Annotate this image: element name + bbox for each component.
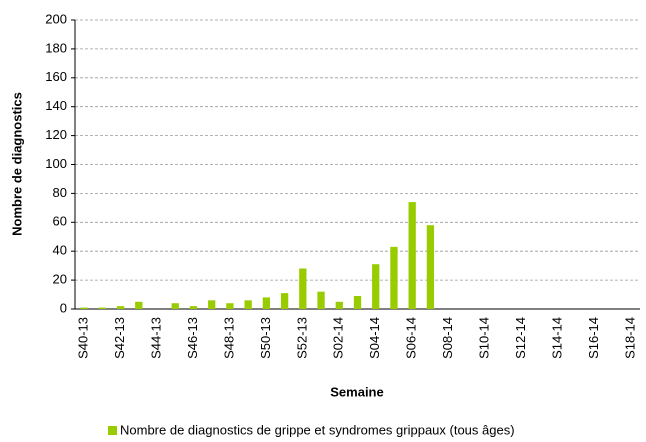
y-tick-label: 160	[45, 69, 67, 84]
y-tick-label: 100	[45, 156, 67, 171]
bar	[189, 306, 198, 309]
bar	[390, 246, 398, 309]
x-tick-label: S40-13	[76, 317, 91, 359]
bar	[280, 293, 289, 309]
x-tick-label: S10-14	[477, 317, 492, 359]
y-tick-label: 140	[45, 98, 67, 113]
bar	[135, 301, 143, 309]
x-tick-label: S08-14	[440, 317, 455, 359]
bar	[353, 295, 362, 309]
y-tick-label: 60	[53, 214, 67, 229]
x-tick-label: S52-13	[294, 317, 309, 359]
legend-swatch	[108, 426, 117, 435]
bar	[335, 301, 343, 309]
y-tick-label: 0	[60, 300, 67, 315]
x-tick-label: S44-13	[148, 317, 163, 359]
bar	[317, 291, 325, 309]
bar	[98, 307, 106, 309]
bar	[408, 202, 416, 309]
bar	[372, 264, 380, 309]
y-tick-label: 200	[45, 11, 67, 26]
x-tick-label: S16-14	[586, 317, 601, 359]
x-axis-title: Semaine	[330, 384, 383, 399]
x-tick-label: S42-13	[112, 317, 127, 359]
bar	[426, 225, 435, 309]
x-tick-label: S02-14	[331, 317, 346, 359]
bar	[171, 303, 179, 309]
y-axis-title: Nombre de diagnostics	[9, 92, 24, 236]
y-tick-label: 80	[53, 185, 67, 200]
y-tick-label: 40	[53, 243, 67, 258]
y-tick-label: 120	[45, 127, 67, 142]
bar	[116, 306, 125, 309]
bar	[80, 307, 88, 309]
x-tick-label: S04-14	[367, 317, 382, 359]
bar	[262, 297, 271, 309]
x-tick-label: S46-13	[185, 317, 200, 359]
x-tick-label: S18-14	[622, 317, 637, 359]
x-tick-label: S50-13	[258, 317, 273, 359]
x-tick-label: S14-14	[549, 317, 564, 359]
x-tick-label: S06-14	[404, 317, 419, 359]
bar	[208, 300, 216, 309]
legend-label: Nombre de diagnostics de grippe et syndr…	[120, 422, 515, 437]
bar	[244, 300, 252, 309]
x-tick-label: S12-14	[513, 317, 528, 359]
x-tick-label: S48-13	[221, 317, 236, 359]
bar	[299, 268, 307, 309]
bar	[226, 303, 234, 309]
y-tick-label: 180	[45, 40, 67, 55]
y-tick-label: 20	[53, 272, 67, 287]
